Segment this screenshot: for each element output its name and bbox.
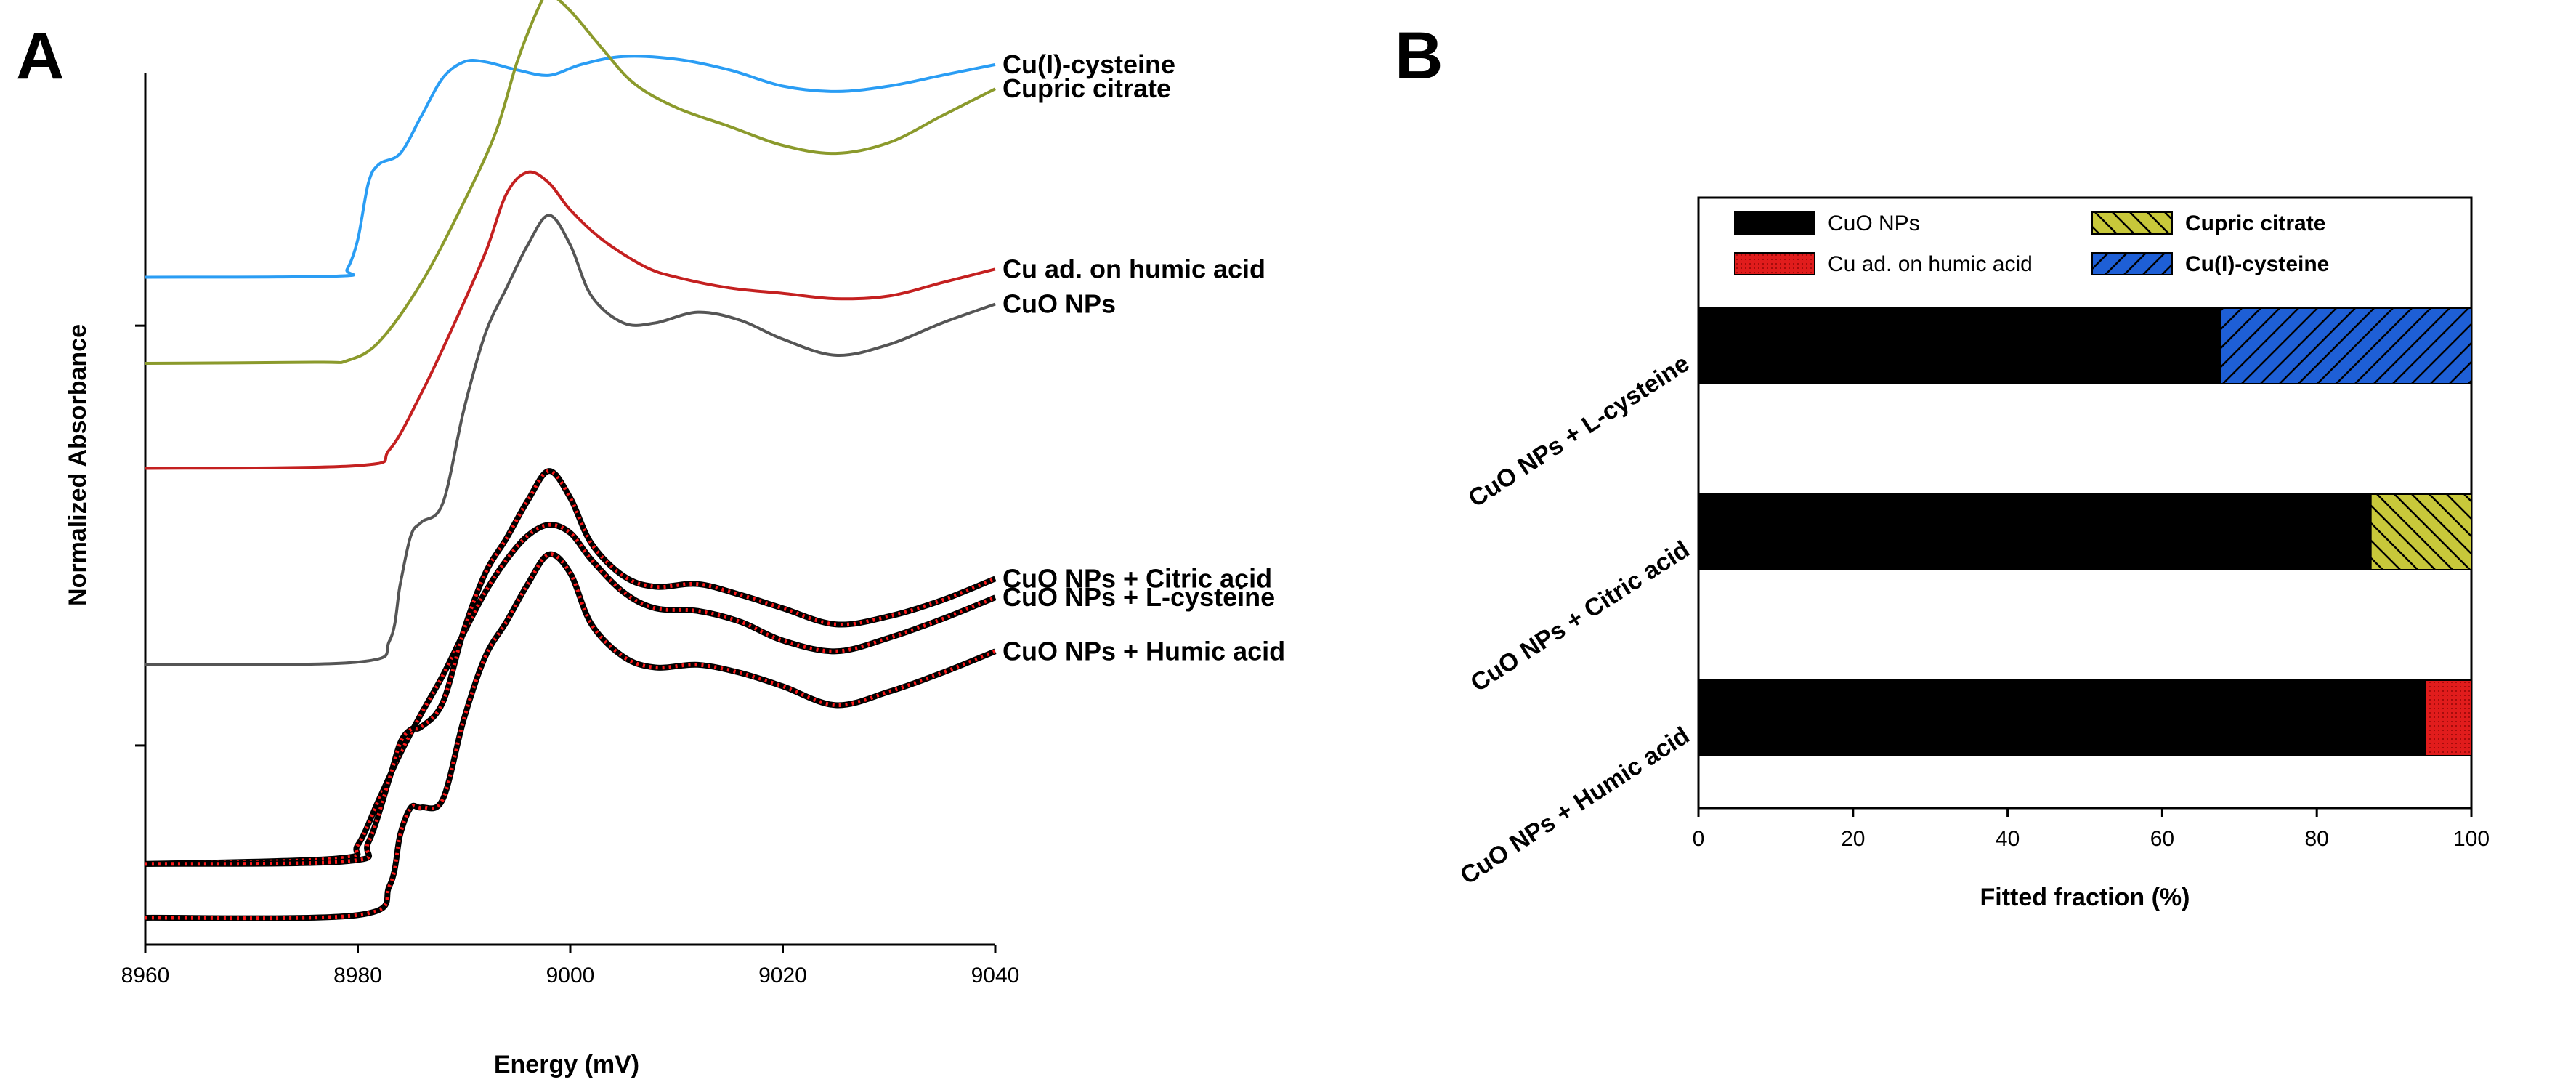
panel-b-letter: B (1395, 19, 1443, 93)
category-label-cuo-nps-l-cysteine: CuO NPs + L-cysteine (1464, 350, 1695, 513)
legend-label-cu-ad-on-humic-acid: Cu ad. on humic acid (1828, 252, 2033, 276)
chart-b-bars (1698, 307, 2472, 756)
chart-b-x-tick-label: 80 (2305, 827, 2329, 851)
chart-b-x-tick-label: 60 (2150, 827, 2174, 851)
series-line-cu-ad-on-humic-acid (145, 170, 996, 470)
chart-a-x-tick-label: 9020 (758, 964, 807, 988)
series-label-cu-ad-on-humic-acid: Cu ad. on humic acid (1003, 254, 1265, 283)
chart-a-x-axis-title: Energy (mV) (494, 1051, 639, 1078)
series-label-cuo-nps-l-cysteine: CuO NPs + L-cysteine (1003, 582, 1275, 612)
chart-b-x-tick-label: 20 (1841, 827, 1865, 851)
series-label-cu-i-cysteine: Cu(I)-cysteine (1003, 49, 1175, 79)
series-line-cuo-nps-l-cysteine (145, 522, 997, 867)
chart-a-x-tick-label: 9040 (971, 964, 1020, 988)
chart-b-x-ticks: 0 20 40 60 80 100 (1693, 808, 2490, 851)
series-line-cuo-nps-citric-acid (145, 468, 997, 867)
chart-b-x-axis-title: Fitted fraction (%) (1980, 884, 2190, 911)
chart-b-x-tick-label: 40 (1996, 827, 2020, 851)
legend-swatch-cupric-citrate (2091, 211, 2173, 235)
fitted-fraction-chart: CuO NPs Cu ad. on humic acid Cupric citrat… (1455, 196, 2490, 911)
legend-label-cuo-nps: CuO NPs (1828, 211, 1920, 235)
series-line-cu-i-cysteine (145, 54, 996, 279)
chart-a-x-tick-label: 9000 (546, 964, 595, 988)
series-label-cuo-nps-citric-acid: CuO NPs + Citric acid (1003, 563, 1272, 593)
chart-b-x-tick-label: 100 (2453, 827, 2490, 851)
legend-label-cupric-citrate: Cupric citrate (2185, 211, 2325, 235)
legend-swatch-cu-i-cysteine (2091, 252, 2173, 275)
bar-segment-cuo-nps-l-cysteine-cu-i-cysteine (2219, 307, 2472, 384)
chart-b-category-labels: CuO NPs + L-cysteine CuO NPs + Citric aci… (1455, 350, 1694, 890)
chart-a-x-ticks: 8960 8980 9000 9020 9040 (121, 945, 1020, 988)
category-label-cuo-nps-humic-acid: CuO NPs + Humic acid (1455, 722, 1694, 890)
chart-a-x-tick-label: 8980 (333, 964, 382, 988)
series-line-cuo-nps (145, 214, 996, 666)
chart-b-legend: CuO NPs Cu ad. on humic acid Cupric citrat… (1734, 211, 2329, 276)
bar-segment-cuo-nps-citric-acid-cuo-nps (1698, 493, 2372, 570)
bar-segment-cuo-nps-humic-acid-cuo-nps (1698, 679, 2426, 756)
chart-a-y-axis-title: Normalized Absorbance (64, 324, 92, 606)
series-line-cupric-citrate (145, 0, 996, 365)
chart-a-x-tick-label: 8960 (121, 964, 170, 988)
series-label-cupric-citrate: Cupric citrate (1003, 73, 1171, 103)
bar-segment-cuo-nps-l-cysteine-cuo-nps (1698, 307, 2221, 384)
xanes-spectra-chart: 8960 8980 9000 9020 9040 Cu(I)-cysteineCupri… (64, 0, 1285, 1078)
bar-segment-cuo-nps-humic-acid-cu-ad-on-humic-acid (2424, 679, 2472, 756)
legend-swatch-cuo-nps (1734, 211, 1815, 235)
series-label-cuo-nps-humic-acid: CuO NPs + Humic acid (1003, 636, 1285, 666)
category-label-cuo-nps-citric-acid: CuO NPs + Citric acid (1466, 536, 1695, 698)
chart-a-series-lines (145, 0, 997, 921)
legend-label-cu-i-cysteine: Cu(I)-cysteine (2185, 252, 2329, 276)
chart-b-x-tick-label: 0 (1693, 827, 1705, 851)
legend-swatch-cu-ad-on-humic-acid (1734, 252, 1815, 275)
panel-a-letter: A (16, 19, 64, 93)
series-label-cuo-nps: CuO NPs (1003, 289, 1116, 319)
bar-segment-cuo-nps-citric-acid-cupric-citrate (2370, 493, 2472, 570)
fit-line-cuo-nps-humic-acid (145, 552, 996, 921)
